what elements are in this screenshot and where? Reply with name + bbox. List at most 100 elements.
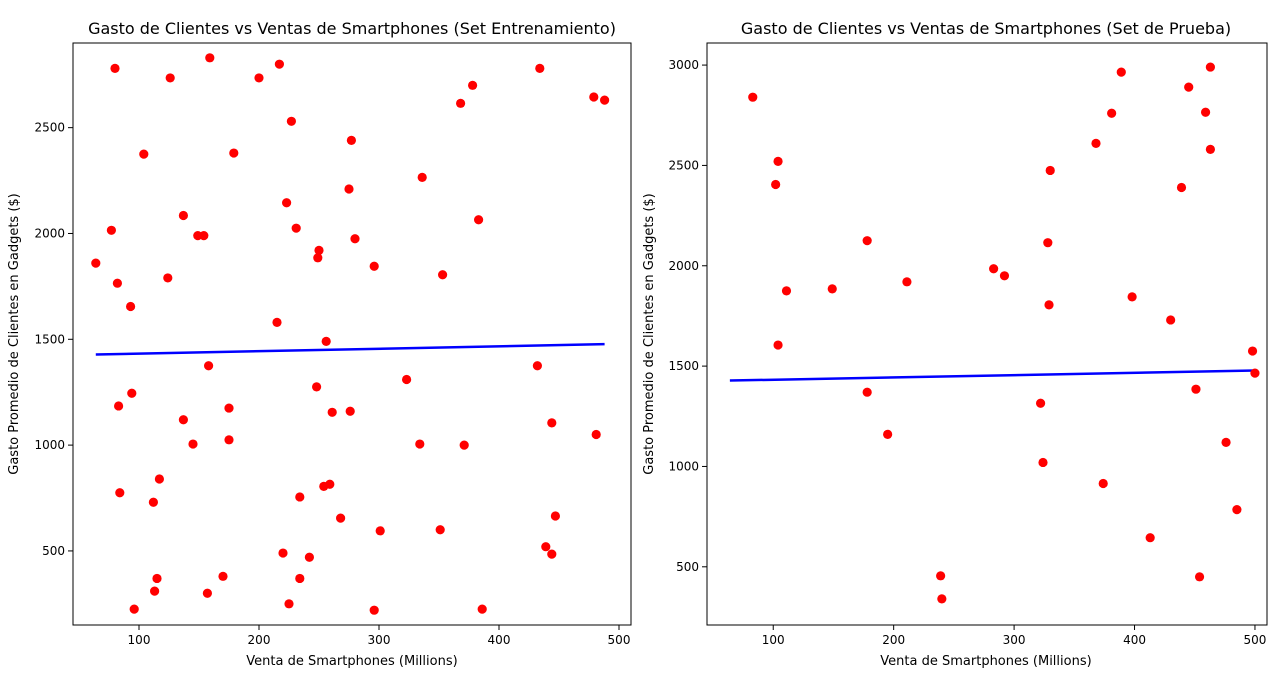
data-point [863,388,872,397]
data-point [275,60,284,69]
data-point [1206,145,1215,154]
data-point [328,408,337,417]
data-point [989,264,998,273]
plot-frame [73,43,631,625]
data-point [1046,166,1055,175]
data-point [149,498,158,507]
data-point [295,574,304,583]
y-tick-label: 3000 [668,58,699,72]
data-point [474,215,483,224]
data-point [344,184,353,193]
data-point [305,553,314,562]
data-point [1099,479,1108,488]
y-tick-label: 2000 [34,226,65,240]
regression-line [96,344,605,354]
data-point [282,198,291,207]
data-point [902,277,911,286]
data-point [203,589,212,598]
data-point [224,403,233,412]
data-point [551,511,560,520]
x-axis-label: Venta de Smartphones (Millions) [246,654,457,669]
data-point [456,99,465,108]
data-point [1043,238,1052,247]
y-tick-label: 2500 [668,158,699,172]
data-point [126,302,135,311]
data-point [1201,108,1210,117]
x-tick-label: 400 [488,633,511,647]
data-point [547,418,556,427]
data-point [1000,271,1009,280]
data-point [1146,533,1155,542]
data-point [370,606,379,615]
data-point [179,415,188,424]
data-point [533,361,542,370]
data-point [346,407,355,416]
data-point [166,73,175,82]
x-tick-label: 100 [128,633,151,647]
y-tick-label: 500 [42,544,65,558]
data-point [336,514,345,523]
data-point [150,587,159,596]
x-tick-label: 300 [1003,633,1026,647]
data-point [748,93,757,102]
data-point [218,572,227,581]
data-point [782,286,791,295]
data-point [155,474,164,483]
data-point [272,318,281,327]
data-point [199,231,208,240]
y-tick-label: 1000 [668,459,699,473]
data-point [113,279,122,288]
y-tick-label: 1000 [34,438,65,452]
data-point [1248,346,1257,355]
data-point [535,64,544,73]
data-point [936,571,945,580]
data-point [284,599,293,608]
data-point [254,73,263,82]
y-axis-label: Gasto Promedio de Clientes en Gadgets ($… [642,193,657,474]
data-point [322,337,331,346]
data-point [370,262,379,271]
data-point [1221,438,1230,447]
x-tick-label: 500 [608,633,631,647]
data-point [1184,83,1193,92]
data-point [592,430,601,439]
data-point [773,340,782,349]
y-tick-label: 1500 [668,359,699,373]
chart-title: Gasto de Clientes vs Ventas de Smartphon… [88,19,616,38]
x-tick-label: 500 [1244,633,1267,647]
y-tick-label: 2000 [668,259,699,273]
data-point [107,226,116,235]
y-tick-label: 500 [676,560,699,574]
data-point [114,401,123,410]
data-point [224,435,233,444]
data-point [468,81,477,90]
data-point [1128,292,1137,301]
data-point [415,439,424,448]
data-point [314,246,323,255]
data-point [152,574,161,583]
data-point [863,236,872,245]
test-set-chart: Gasto de Clientes vs Ventas de Smartphon… [642,19,1267,669]
data-point [541,542,550,551]
data-point [547,550,556,559]
data-point [1166,315,1175,324]
data-point [438,270,447,279]
data-point [188,439,197,448]
data-point [478,605,487,614]
chart-title: Gasto de Clientes vs Ventas de Smartphon… [741,19,1231,38]
data-point [110,64,119,73]
data-point [460,441,469,450]
data-point [1250,369,1259,378]
data-point [436,525,445,534]
data-point [1177,183,1186,192]
data-point [418,173,427,182]
data-point [179,211,188,220]
data-point [883,430,892,439]
data-point [1191,385,1200,394]
regression-line [730,371,1255,381]
y-axis-label: Gasto Promedio de Clientes en Gadgets ($… [7,193,22,474]
x-tick-label: 400 [1123,633,1146,647]
y-tick-label: 2500 [34,121,65,135]
data-point [205,53,214,62]
data-point [828,284,837,293]
